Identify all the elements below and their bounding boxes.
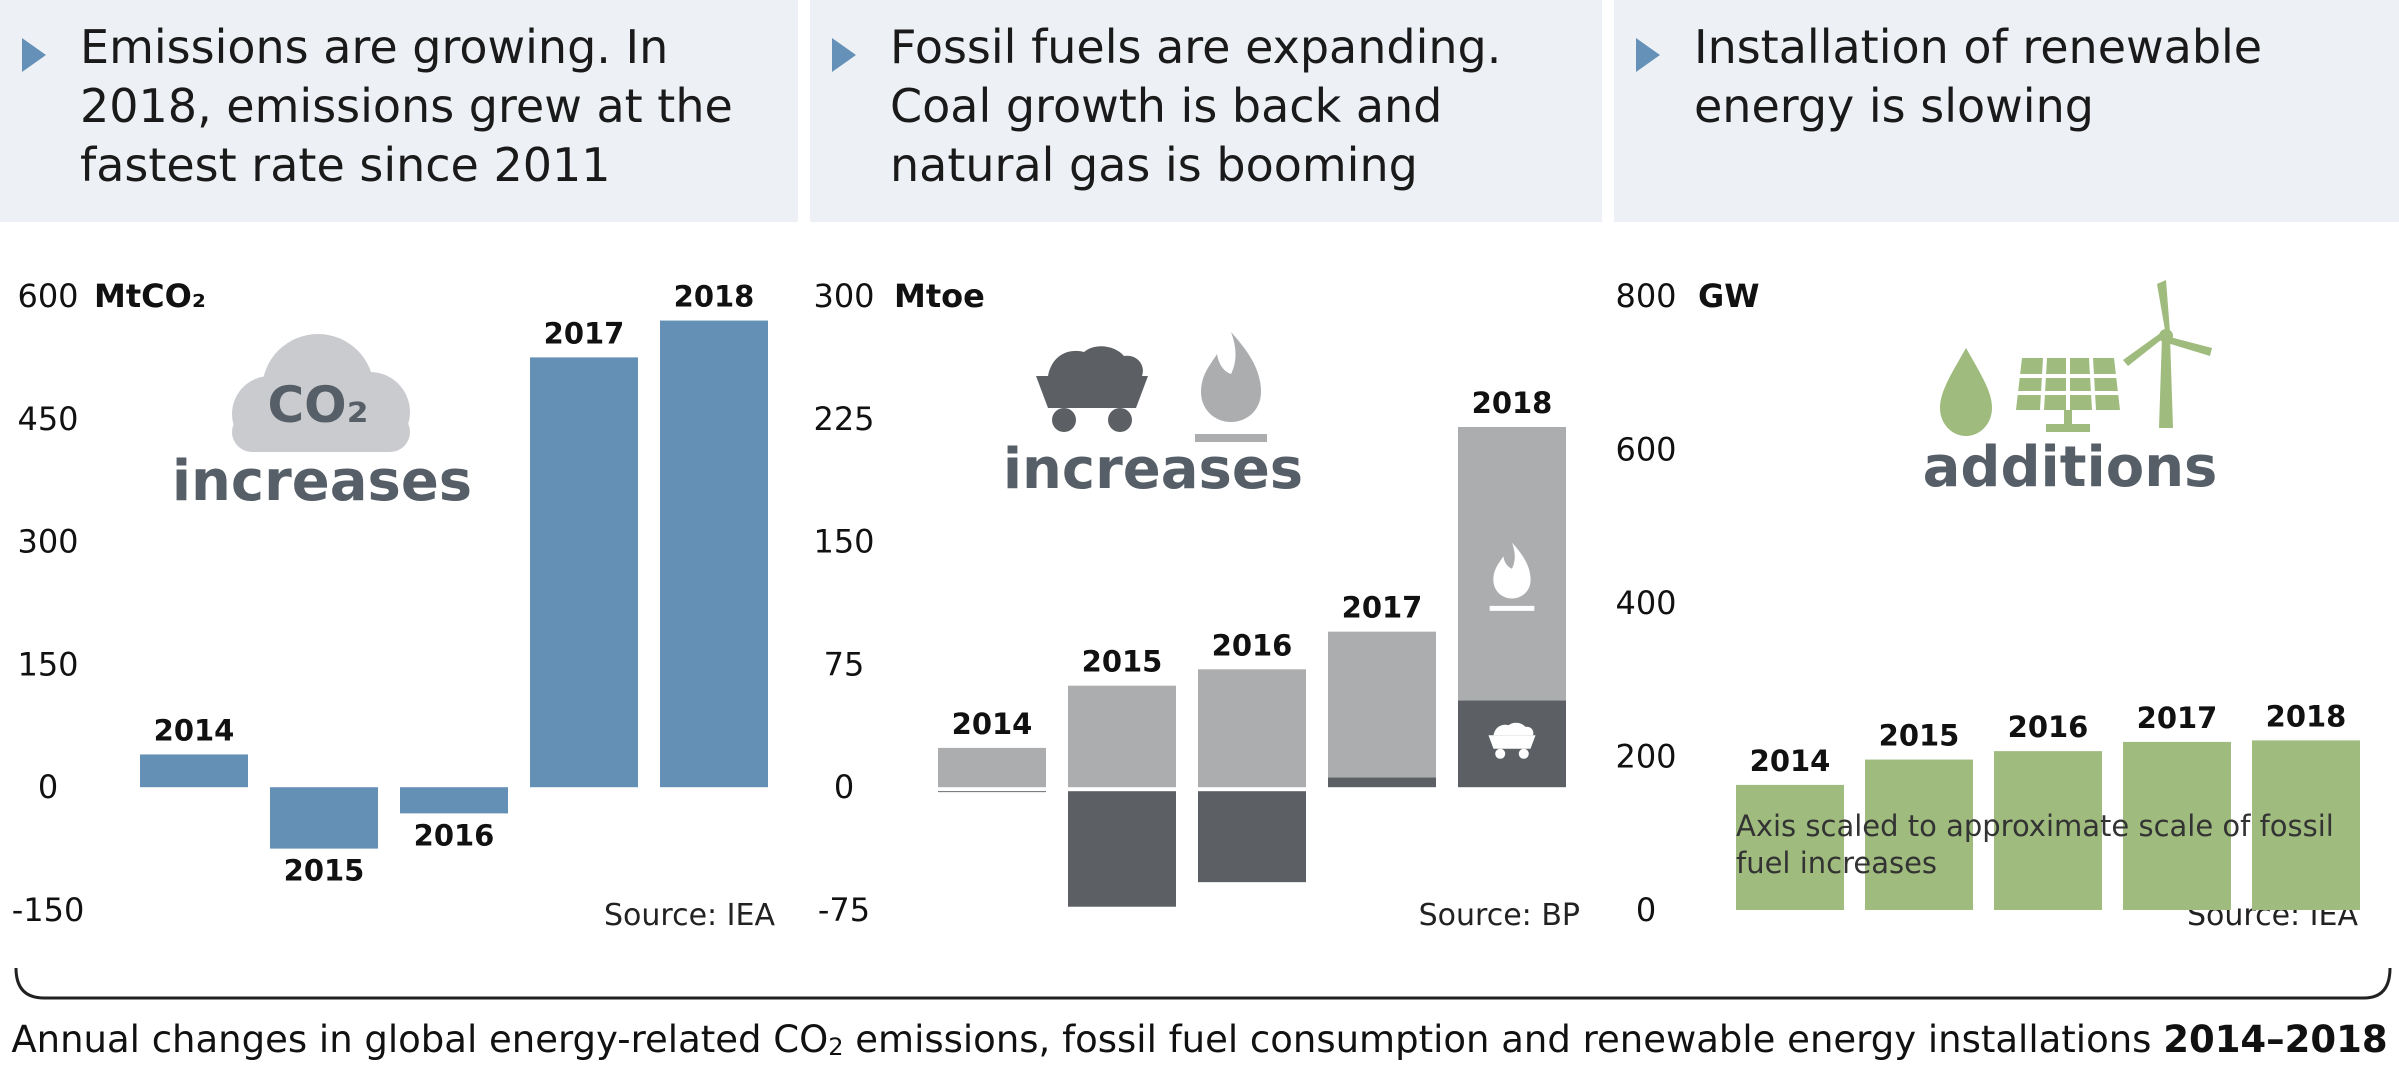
y-unit-label: MtCO₂ <box>94 277 206 315</box>
coal-bar <box>1328 777 1436 788</box>
axis-note: fuel increases <box>1736 846 1937 880</box>
y-tick-label: 200 <box>1615 738 1676 776</box>
fossil-fuel-chart: 300 225 150 75 0 -75 Mtoe Source: BP 2014 2015 201… <box>813 277 1580 933</box>
panel-title-emissions: Emissions are growing. In 2018, emission… <box>80 20 733 192</box>
gas-bar <box>1068 685 1176 788</box>
emissions-increases-label: increases <box>172 449 472 514</box>
coal-bar <box>938 791 1046 793</box>
emissions-chart: 600 450 300 150 0 -150 MtCO₂ Source: IEA 2014 201… <box>12 277 776 933</box>
bar <box>140 754 248 788</box>
year-label: 2017 <box>1342 591 1423 625</box>
y-tick-label: 600 <box>17 277 78 315</box>
co2-icon-text: CO₂ <box>267 376 368 434</box>
water-drop-icon <box>1940 348 1992 436</box>
year-label: 2014 <box>154 713 235 747</box>
year-label: 2015 <box>1879 719 1960 753</box>
year-label: 2018 <box>2266 699 2347 733</box>
bar <box>1994 751 2102 910</box>
y-unit-label: Mtoe <box>894 277 985 315</box>
y-tick-label: 150 <box>813 523 874 561</box>
panel-header-renewables: Installation of renewable energy is slow… <box>1614 0 2399 222</box>
y-tick-label: 75 <box>824 645 865 683</box>
coal-bar <box>1198 791 1306 883</box>
panel-header-fossil: Fossil fuels are expanding. Coal growth … <box>810 0 1602 222</box>
y-tick-label: 300 <box>813 277 874 315</box>
y-tick-label: 300 <box>17 523 78 561</box>
bar <box>2252 740 2360 910</box>
y-tick-label: 400 <box>1615 584 1676 622</box>
y-tick-label: 0 <box>38 768 58 806</box>
year-label: 2018 <box>1472 386 1553 420</box>
gas-bar <box>1198 669 1306 788</box>
year-label: 2016 <box>2008 710 2089 744</box>
bar <box>2123 741 2231 910</box>
source-label: Source: BP <box>1419 898 1580 933</box>
year-label: 2016 <box>1212 628 1293 662</box>
panel-header-emissions: Emissions are growing. In 2018, emission… <box>0 0 798 222</box>
fossil-increases-label: increases <box>1003 437 1303 502</box>
bracket-divider <box>14 967 2392 1000</box>
gas-bar <box>1458 426 1566 701</box>
year-label: 2018 <box>674 280 755 314</box>
bar <box>530 357 638 788</box>
bar <box>270 787 378 849</box>
y-tick-label: 600 <box>1615 431 1676 469</box>
gas-bar <box>1328 631 1436 778</box>
y-tick-label: -150 <box>12 891 85 929</box>
coal-cart-icon <box>1036 346 1148 432</box>
panel-title-fossil: Fossil fuels are expanding. Coal growth … <box>890 20 1502 192</box>
y-unit-label: GW <box>1698 277 1760 315</box>
y-tick-label: 800 <box>1615 277 1676 315</box>
source-label: Source: IEA <box>604 898 775 933</box>
wind-turbine-icon <box>2123 280 2212 428</box>
y-tick-label: -75 <box>818 891 870 929</box>
year-label: 2014 <box>952 707 1033 741</box>
y-tick-label: 0 <box>834 768 854 806</box>
bar <box>660 320 768 788</box>
triangle-bullet-icon <box>832 38 856 72</box>
year-label: 2016 <box>414 818 495 852</box>
year-label: 2014 <box>1750 744 1831 778</box>
year-label: 2017 <box>2137 701 2218 735</box>
co2-cloud-icon: CO₂ <box>232 334 410 452</box>
bar <box>1865 759 1973 910</box>
gas-flame-icon <box>1195 332 1267 442</box>
solar-panel-icon <box>2016 357 2120 432</box>
chart-caption: Annual changes in global energy-related … <box>11 1018 2388 1061</box>
axis-note: Axis scaled to approximate scale of foss… <box>1736 809 2334 843</box>
year-label: 2015 <box>1082 645 1163 679</box>
y-tick-label: 225 <box>813 400 874 438</box>
gas-bar <box>938 747 1046 788</box>
y-tick-label: 450 <box>17 400 78 438</box>
year-label: 2015 <box>284 854 365 888</box>
y-tick-label: 150 <box>17 645 78 683</box>
triangle-bullet-icon <box>22 38 46 72</box>
year-label: 2017 <box>544 316 625 350</box>
triangle-bullet-icon <box>1636 38 1660 72</box>
bar <box>400 787 508 814</box>
coal-bar <box>1068 791 1176 907</box>
bar <box>1736 784 1844 910</box>
renewables-additions-label: additions <box>1923 435 2218 500</box>
panel-title-renewables: Installation of renewable energy is slow… <box>1694 20 2263 133</box>
y-tick-label: 0 <box>1636 891 1656 929</box>
